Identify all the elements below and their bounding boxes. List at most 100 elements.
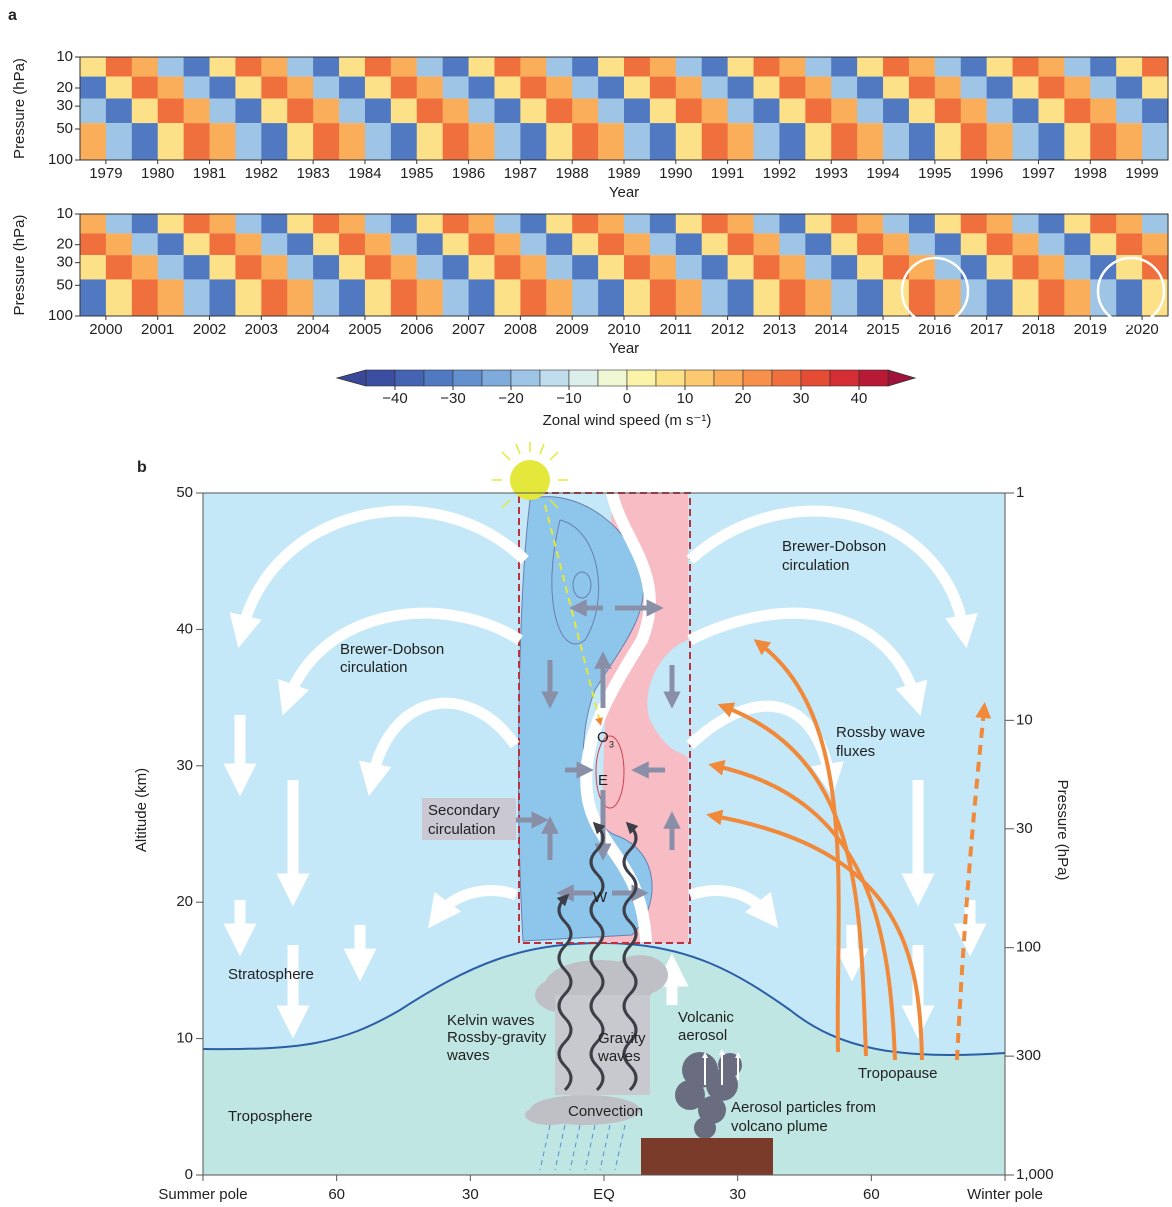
heat-cell xyxy=(261,76,288,99)
x-axis-title: Year xyxy=(609,340,639,357)
heat-cell xyxy=(986,123,1014,160)
heat-cell xyxy=(80,214,107,234)
heat-cell xyxy=(572,57,599,77)
heat-cell xyxy=(624,57,651,77)
heat-cell xyxy=(572,233,599,256)
heat-cell xyxy=(105,279,133,316)
x-tick-label: 2002 xyxy=(193,321,226,338)
heat-cell xyxy=(313,123,340,160)
heat-cell xyxy=(1064,76,1091,99)
heat-cell xyxy=(157,255,185,280)
heat-cell xyxy=(753,255,781,280)
circulation-arrow xyxy=(359,697,520,797)
heat-cell xyxy=(1142,57,1169,77)
y-tick-label: 0 xyxy=(185,1166,193,1183)
x-tick-label: 2019 xyxy=(1074,321,1107,338)
heat-cell xyxy=(183,255,211,280)
heat-cell xyxy=(287,76,314,99)
secondary-label-box xyxy=(422,798,516,840)
heat-cell xyxy=(1142,233,1169,256)
x-tick-label: 1992 xyxy=(763,165,796,182)
heat-cell xyxy=(209,76,237,99)
label: circulation xyxy=(428,821,496,838)
x-tick-label: 1990 xyxy=(659,165,692,182)
rossby-flux-arrow xyxy=(706,639,992,1061)
heat-cell xyxy=(1090,233,1117,256)
heat-cell xyxy=(727,57,755,77)
cloud xyxy=(554,1124,566,1171)
heat-cell xyxy=(442,233,470,256)
heat-cell xyxy=(157,214,185,234)
heat-cell xyxy=(520,233,547,256)
x-tick-label: 2006 xyxy=(400,321,433,338)
heat-cell xyxy=(287,279,314,316)
x-tick-label: 1985 xyxy=(400,165,433,182)
heat-cell xyxy=(883,214,910,234)
heat-cell xyxy=(1038,214,1065,234)
heat-cell xyxy=(339,255,366,280)
heat-cell xyxy=(986,214,1014,234)
x-tick-label: 1991 xyxy=(711,165,744,182)
heat-cell xyxy=(339,57,366,77)
panel-label: b xyxy=(137,459,147,476)
heat-cell xyxy=(105,57,133,77)
label: circulation xyxy=(782,557,850,574)
heat-cell xyxy=(209,279,237,316)
heat-cell xyxy=(908,57,936,77)
sun xyxy=(501,451,511,461)
heat-cell xyxy=(1090,255,1117,280)
heat-cell xyxy=(287,98,314,124)
heat-cell xyxy=(883,279,910,316)
y2-tick-label: 30 xyxy=(1016,820,1033,837)
heat-cell xyxy=(313,76,340,99)
heat-cell xyxy=(494,255,521,280)
x-tick-label: 2010 xyxy=(607,321,640,338)
x-tick-label: 2007 xyxy=(452,321,485,338)
heat-cell xyxy=(1012,279,1040,316)
label: fluxes xyxy=(836,743,875,760)
heat-cell xyxy=(313,57,340,77)
y-tick-label: 50 xyxy=(56,276,73,293)
heat-cell xyxy=(805,98,832,124)
heat-cell xyxy=(287,123,314,160)
heat-cell xyxy=(105,98,133,124)
heat-cell xyxy=(1064,214,1091,234)
heat-cell xyxy=(1064,98,1091,124)
heat-cell xyxy=(468,57,496,77)
heat-cell xyxy=(131,98,159,124)
heat-cell xyxy=(701,255,729,280)
heat-cell xyxy=(364,98,392,124)
heat-cell xyxy=(235,279,262,316)
heat-cell xyxy=(934,123,962,160)
heat-cell xyxy=(157,76,185,99)
heat-cell xyxy=(1116,98,1143,124)
heat-cell xyxy=(468,123,496,160)
label: waves xyxy=(446,1047,490,1064)
heat-cell xyxy=(960,76,988,99)
heat-cell xyxy=(1116,279,1143,316)
label: Troposphere xyxy=(228,1108,313,1125)
label: Secondary xyxy=(428,802,500,819)
rossby-flux-arrow xyxy=(717,702,868,1057)
heat-cell xyxy=(235,214,262,234)
colorbar-box xyxy=(365,369,396,387)
heat-cell xyxy=(364,279,392,316)
heat-cell xyxy=(727,98,755,124)
diagram-axes: b Altitude (km) Pressure (hPa) 0 10 20 30 40 50 1… xyxy=(133,459,1071,1203)
heat-cell xyxy=(390,123,418,160)
heat-cell xyxy=(883,98,910,124)
wave-arrow xyxy=(556,821,639,1092)
heat-cell xyxy=(80,98,107,124)
circulation-arrow xyxy=(428,885,518,929)
heat-cell xyxy=(857,233,884,256)
qbo-region xyxy=(551,519,600,645)
colorbar-box xyxy=(800,369,831,387)
heat-cell xyxy=(105,214,133,234)
x-tick-label: Winter pole xyxy=(967,1186,1043,1203)
sun xyxy=(549,451,559,461)
x-tick-label: 2008 xyxy=(504,321,537,338)
x-tick-label: 1996 xyxy=(970,165,1003,182)
heat-cell xyxy=(442,255,470,280)
